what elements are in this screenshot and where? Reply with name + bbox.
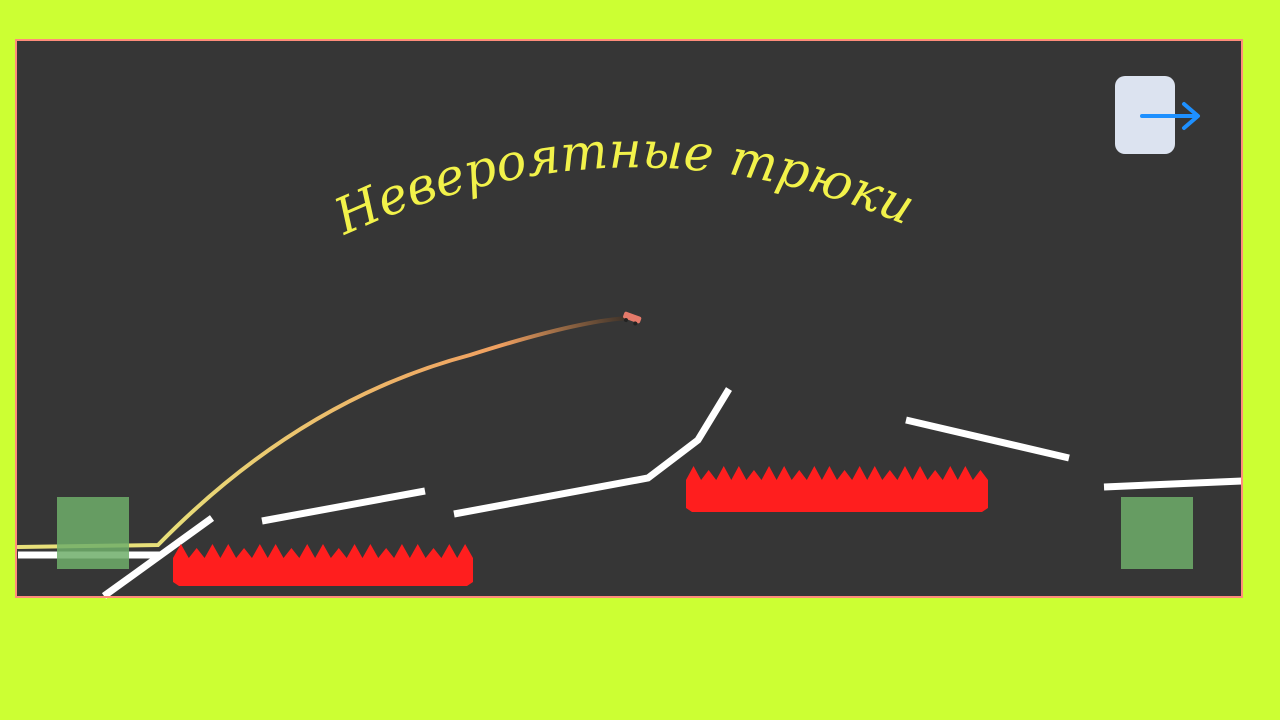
exit-button[interactable] (1115, 76, 1175, 154)
spikes-right (686, 466, 988, 512)
track-ramp-diagonal (101, 515, 215, 599)
car-wheel-icon (623, 318, 628, 323)
car-trail (16, 316, 632, 549)
car[interactable] (621, 311, 642, 327)
track-finish-ledge (1103, 477, 1243, 491)
car-body (623, 311, 642, 324)
car-wheel-icon (633, 321, 638, 326)
track-segment-3 (905, 416, 1070, 462)
finish-pad (1121, 497, 1193, 569)
game-border (15, 39, 1243, 598)
spikes-left (173, 544, 473, 586)
start-pad (57, 497, 129, 569)
track-segment-1 (261, 487, 426, 525)
track (18, 387, 1243, 599)
track-segment-2 (453, 387, 732, 518)
spike-hazards (173, 466, 988, 586)
